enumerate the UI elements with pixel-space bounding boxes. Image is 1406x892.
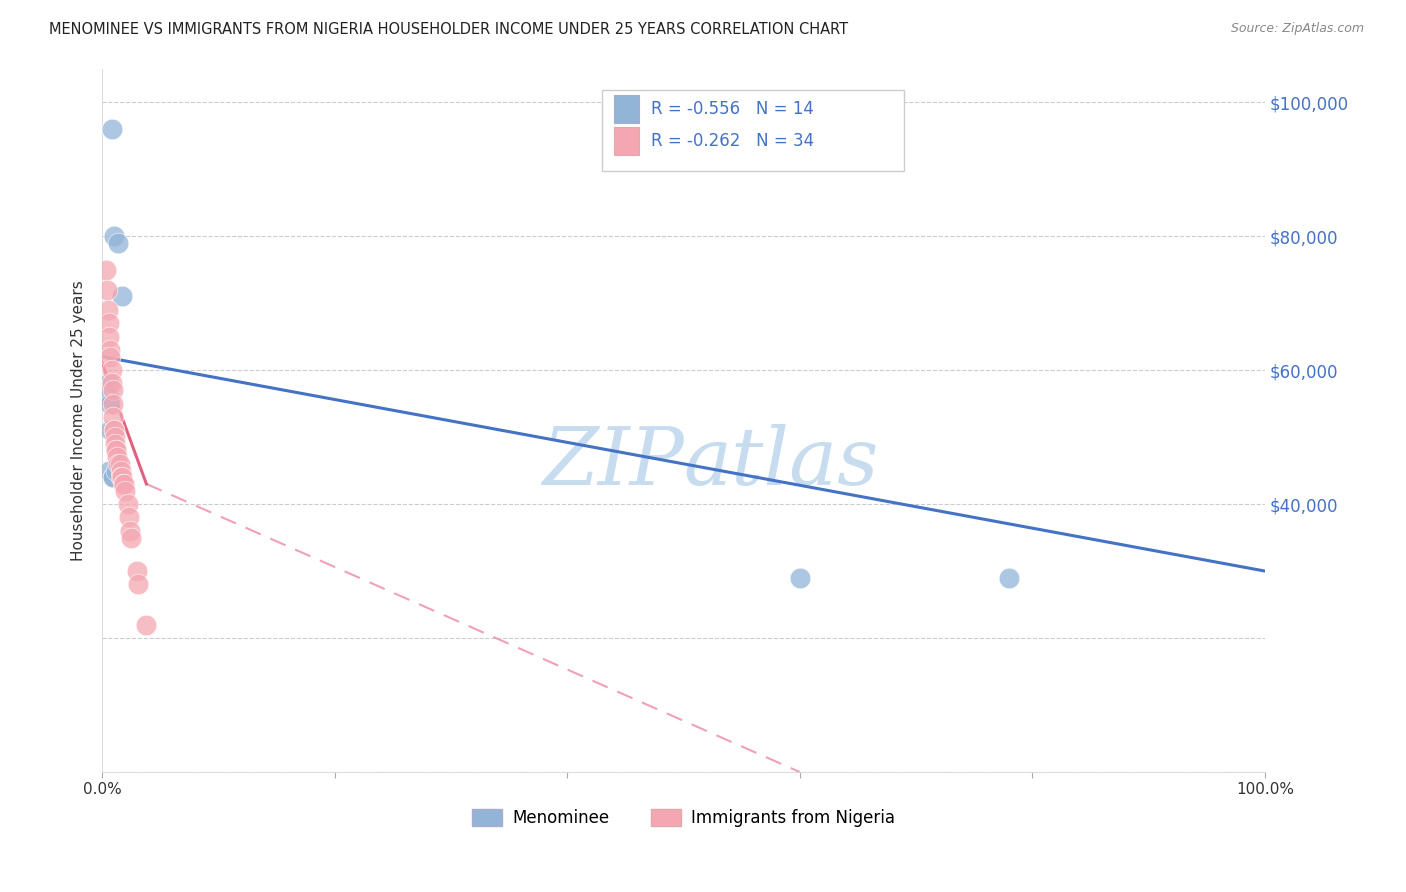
Point <box>998 571 1021 585</box>
FancyBboxPatch shape <box>602 89 904 170</box>
Point <box>105 450 128 464</box>
Point <box>101 409 124 424</box>
Bar <box>614 95 640 123</box>
Point <box>127 564 149 578</box>
Point <box>110 464 132 478</box>
Point <box>108 457 131 471</box>
Point <box>98 390 121 404</box>
Point <box>101 383 124 397</box>
Point <box>101 396 124 410</box>
Point <box>98 464 121 478</box>
Point <box>111 470 134 484</box>
Point <box>135 617 157 632</box>
Point <box>117 497 139 511</box>
Point <box>105 443 128 458</box>
Point <box>127 577 149 591</box>
Point <box>98 396 121 410</box>
Point <box>103 423 125 437</box>
Point <box>98 329 121 343</box>
Point <box>100 376 122 391</box>
Point <box>105 464 128 478</box>
Legend: Menominee, Immigrants from Nigeria: Menominee, Immigrants from Nigeria <box>465 803 901 834</box>
Point <box>789 571 811 585</box>
Point <box>120 531 142 545</box>
Point <box>100 121 122 136</box>
Point <box>107 235 129 250</box>
Bar <box>614 127 640 155</box>
Point <box>101 470 124 484</box>
Point <box>107 457 129 471</box>
Text: atlas: atlas <box>683 424 879 501</box>
Point <box>98 343 121 357</box>
Point <box>101 470 124 484</box>
Point <box>112 477 135 491</box>
Point <box>96 283 118 297</box>
Point <box>114 483 136 498</box>
Text: MENOMINEE VS IMMIGRANTS FROM NIGERIA HOUSEHOLDER INCOME UNDER 25 YEARS CORRELATI: MENOMINEE VS IMMIGRANTS FROM NIGERIA HOU… <box>49 22 848 37</box>
Text: Source: ZipAtlas.com: Source: ZipAtlas.com <box>1230 22 1364 36</box>
Point <box>111 289 134 303</box>
Point <box>94 262 117 277</box>
Text: ZIP: ZIP <box>541 424 683 501</box>
Point <box>112 477 135 491</box>
Y-axis label: Householder Income Under 25 years: Householder Income Under 25 years <box>72 280 86 561</box>
Point <box>120 524 142 538</box>
Point <box>98 376 121 391</box>
Point <box>110 470 132 484</box>
Point <box>98 423 121 437</box>
Point <box>104 430 127 444</box>
Point <box>118 510 141 524</box>
Text: R = -0.262   N = 34: R = -0.262 N = 34 <box>651 132 814 150</box>
Point <box>100 363 122 377</box>
Point <box>104 436 127 450</box>
Point <box>98 316 121 330</box>
Point <box>103 229 125 244</box>
Text: R = -0.556   N = 14: R = -0.556 N = 14 <box>651 100 814 118</box>
Point <box>105 443 128 458</box>
Point <box>103 423 125 437</box>
Point <box>97 302 120 317</box>
Point <box>98 350 121 364</box>
